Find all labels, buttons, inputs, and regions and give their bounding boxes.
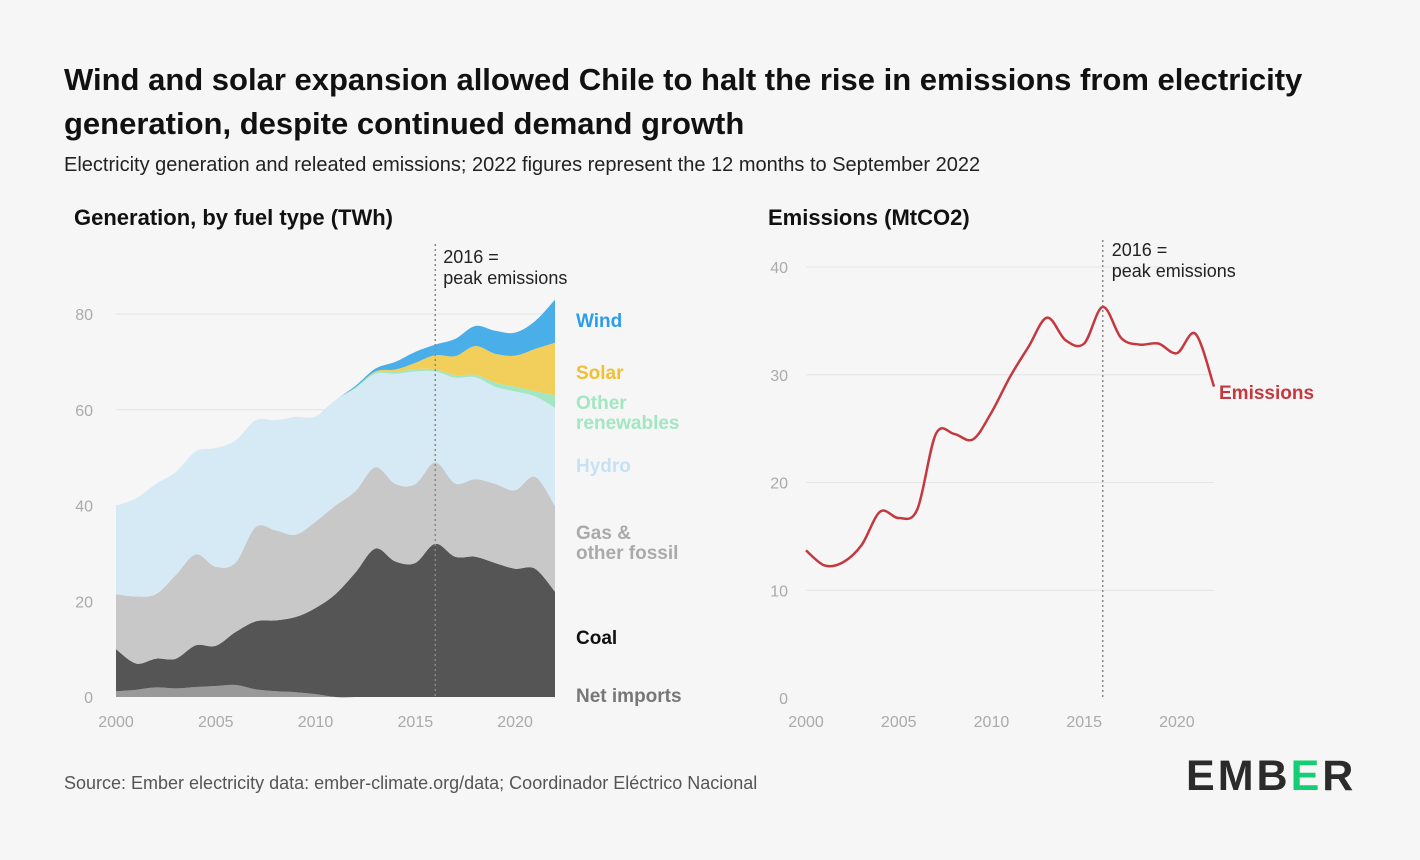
- legend-label-coal: Coal: [576, 628, 617, 649]
- y-tick-label: 40: [75, 499, 93, 516]
- y-tick-label: 10: [770, 583, 788, 600]
- peak-annotation: peak emissions: [443, 268, 567, 288]
- peak-annotation: 2016 =: [443, 247, 499, 267]
- area-gas-other-fossil: [116, 462, 555, 664]
- area-net-imports: [116, 684, 555, 698]
- series-label-emissions: Emissions: [1219, 383, 1314, 404]
- chart-subtitle: Electricity generation and releated emis…: [64, 154, 981, 176]
- y-tick-label: 0: [779, 691, 788, 708]
- area-solar: [116, 342, 555, 506]
- x-tick-label: 2000: [788, 714, 824, 731]
- emissions-line: [805, 305, 1216, 568]
- chart-title: Wind and solar expansion allowed Chile t…: [64, 62, 1303, 141]
- area-wind: [116, 299, 555, 506]
- x-tick-label: 2015: [398, 714, 434, 731]
- ember-logo: EMBER: [1186, 752, 1356, 796]
- logo-letter: E: [1291, 752, 1323, 796]
- x-tick-label: 2020: [1159, 714, 1195, 731]
- emissions-panel-title: Emissions (MtCO2): [768, 205, 970, 230]
- x-tick-label: 2005: [198, 714, 234, 731]
- logo-letter: E: [1186, 752, 1218, 796]
- legend-label-solar: Solar: [576, 363, 624, 384]
- y-tick-label: 20: [770, 476, 788, 493]
- legend-label-other-renewables: Other renewables: [576, 393, 680, 434]
- x-tick-label: 2015: [1066, 714, 1102, 731]
- x-tick-label: 2000: [98, 714, 134, 731]
- x-tick-label: 2005: [881, 714, 917, 731]
- x-tick-label: 2010: [298, 714, 334, 731]
- logo-letter: M: [1218, 752, 1257, 796]
- ember-logo-text: EMBER: [1186, 752, 1356, 796]
- y-tick-label: 60: [75, 403, 93, 420]
- source-note: Source: Ember electricity data: ember-cl…: [64, 773, 758, 793]
- generation-panel-title: Generation, by fuel type (TWh): [74, 205, 394, 230]
- logo-letter: B: [1257, 752, 1291, 796]
- y-tick-label: 80: [75, 307, 93, 324]
- x-tick-label: 2020: [497, 714, 533, 731]
- y-tick-label: 20: [75, 594, 93, 611]
- legend-label-hydro: Hydro: [576, 456, 631, 477]
- legend-label-wind: Wind: [576, 311, 622, 332]
- peak-annotation: 2016 =: [1112, 240, 1168, 260]
- emissions-chart: 0 10 20 30 40 2000 2005 2010 2015 2020 2016 =peak …: [770, 240, 1314, 731]
- logo-letter: R: [1322, 752, 1356, 796]
- area-hydro: [116, 370, 555, 597]
- legend-label-net-imports: Net imports: [576, 686, 682, 707]
- area-coal: [116, 543, 555, 698]
- generation-chart: 0 20 40 60 80 2000 2005 2010 2015 2020 2016 =peak …: [75, 244, 682, 731]
- y-tick-label: 40: [770, 260, 788, 277]
- y-tick-label: 30: [770, 368, 788, 385]
- y-tick-label: 0: [84, 690, 93, 707]
- peak-annotation: peak emissions: [1112, 261, 1236, 281]
- x-tick-label: 2010: [974, 714, 1010, 731]
- legend-label-gas-other-fossil: Gas & other fossil: [576, 523, 678, 564]
